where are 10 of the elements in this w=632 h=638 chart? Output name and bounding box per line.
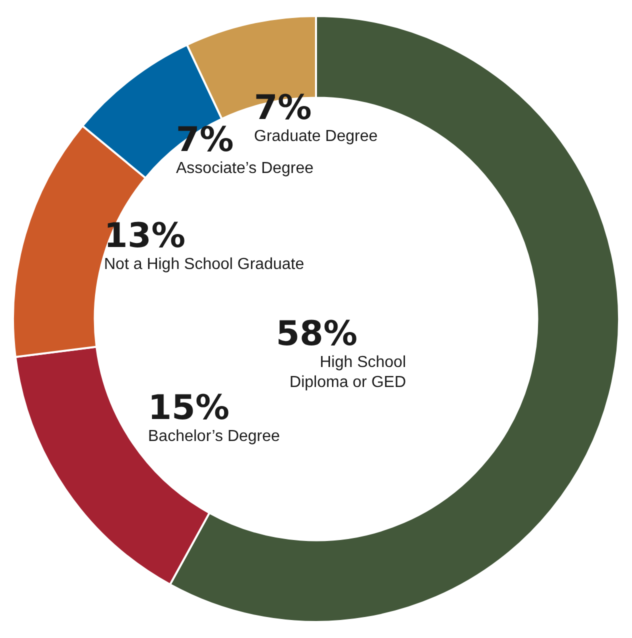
data-label: 7% <box>254 88 312 128</box>
slice-label: Associate’s Degree <box>176 160 314 177</box>
data-label: 13% <box>104 216 186 256</box>
slice-label: Not a High School Graduate <box>104 256 304 273</box>
slice-label: Bachelor’s Degree <box>148 428 280 445</box>
data-label: 58% <box>276 314 358 354</box>
data-label: 15% <box>148 388 230 428</box>
slice-label: Graduate Degree <box>254 128 378 145</box>
data-label: 7% <box>176 120 234 160</box>
slice-label: High School Diploma or GED <box>290 354 406 391</box>
